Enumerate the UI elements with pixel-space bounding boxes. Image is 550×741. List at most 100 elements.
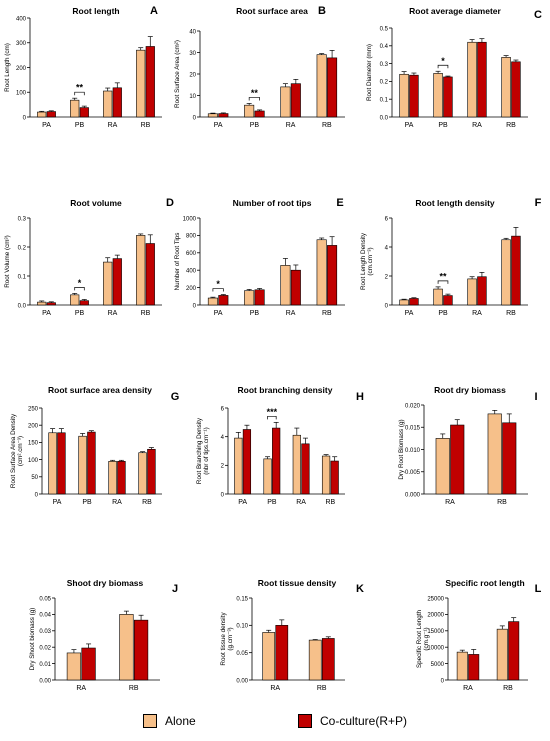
- panel-h: Root branching density H 0 2 4 6 Root Branchin…: [196, 385, 364, 506]
- y-axis-label: Dry Root Biomass (g): [398, 419, 405, 479]
- chart-title: Root surface area density: [48, 385, 152, 395]
- x-tick-label: PA: [42, 310, 51, 317]
- bar-alone-pb: [244, 104, 255, 118]
- bar-coculture-pa: [218, 295, 229, 306]
- bar-alone-pb: [78, 435, 87, 495]
- y-tick-label: 0.010: [405, 448, 421, 454]
- bar-coculture-rb: [502, 422, 517, 495]
- y-tick-label: 6: [221, 406, 225, 412]
- x-tick-label: PB: [438, 122, 448, 129]
- y-axis-label: Root Branching Density: [196, 417, 203, 484]
- bar-coculture-rb: [321, 638, 335, 681]
- x-tick-label: RB: [317, 685, 327, 692]
- y-axis-label: Root Surface Area (cm²): [174, 40, 181, 108]
- y-axis-label: Root Volume (cm³): [4, 235, 11, 288]
- bar-coculture-pb: [443, 295, 453, 306]
- panel-letter: A: [150, 5, 158, 17]
- x-tick-label: RB: [141, 122, 151, 129]
- x-tick-label: RB: [503, 685, 513, 692]
- y-tick-label: 200: [16, 66, 27, 72]
- y-tick-label: 10000: [427, 646, 444, 652]
- panel-d: Root volume D 0.0 0.1 0.2 0.3 Root Volume (cm³…: [4, 197, 174, 317]
- y-tick-label: 300: [16, 41, 27, 47]
- bar-coculture-rb: [145, 46, 155, 118]
- x-tick-label: RB: [326, 499, 336, 506]
- bar-coculture-pb: [79, 107, 89, 118]
- significance-bracket: [437, 280, 449, 284]
- y-axis-label: Root Length (cm): [4, 43, 11, 92]
- y-tick-label: 0: [35, 492, 39, 498]
- significance-marker: ***: [267, 407, 278, 417]
- x-tick-label: PA: [238, 499, 247, 506]
- y-axis-label: Specific Root Length: [416, 609, 423, 668]
- x-tick-label: RA: [445, 499, 455, 506]
- y-tick-label: 200: [28, 424, 39, 430]
- x-tick-label: PA: [214, 310, 223, 317]
- y-tick-label: 0.2: [18, 245, 27, 251]
- x-tick-label: PB: [438, 310, 448, 317]
- significance-bracket: [74, 287, 85, 291]
- bar-alone-rb: [487, 413, 502, 495]
- y-tick-label: 0.05: [236, 651, 248, 657]
- significance-marker: **: [76, 83, 84, 93]
- y-tick-label: 0.3: [380, 62, 389, 68]
- y-tick-label: 1000: [183, 216, 197, 222]
- y-tick-label: 0: [385, 303, 389, 309]
- panel-b: Root surface area B 0 10 20 30 40 Root Surface …: [174, 5, 345, 129]
- y-tick-label: 0.04: [39, 613, 51, 619]
- bar-coculture-rb: [327, 245, 338, 306]
- panel-c: Root average diameter C 0.0 0.1 0.2 0.3 0.4 0.5…: [366, 6, 542, 129]
- x-tick-label: PB: [267, 499, 277, 506]
- y-tick-label: 400: [16, 16, 27, 22]
- y-tick-label: 0.10: [236, 624, 248, 630]
- bar-coculture-pb: [79, 300, 89, 306]
- y-tick-label: 600: [186, 251, 197, 257]
- panel-letter: D: [166, 197, 174, 209]
- y-axis-label-units: (g.cm⁻³): [227, 627, 234, 650]
- significance-bracket: [267, 415, 277, 420]
- x-tick-label: RB: [141, 310, 151, 317]
- y-tick-label: 10: [189, 94, 196, 100]
- y-tick-label: 400: [186, 269, 197, 275]
- y-tick-label: 0.005: [405, 470, 421, 476]
- panel-letter: G: [171, 391, 180, 403]
- bar-alone-ra: [103, 90, 113, 118]
- legend-item-alone: Alone: [143, 714, 196, 728]
- significance-marker: *: [441, 56, 445, 66]
- bar-alone-rb: [138, 452, 147, 495]
- panel-j: Shoot dry biomass J 0.00 0.01 0.02 0.03 0.04 0.…: [29, 578, 178, 692]
- x-tick-label: RB: [129, 685, 139, 692]
- bar-coculture-pa: [409, 74, 419, 118]
- x-tick-label: RB: [322, 310, 332, 317]
- panel-letter: L: [535, 583, 542, 595]
- y-axis-label: Number of Root Tips: [174, 233, 181, 291]
- x-tick-label: PA: [405, 122, 414, 129]
- bar-alone-pa: [399, 73, 409, 118]
- panel-letter: K: [356, 583, 364, 595]
- y-tick-label: 2: [385, 274, 389, 280]
- bar-alone-rb: [308, 639, 322, 681]
- x-tick-label: RA: [76, 685, 86, 692]
- bar-alone-rb: [501, 239, 511, 306]
- x-tick-label: RB: [497, 499, 507, 506]
- bar-alone-pa: [37, 111, 47, 118]
- bar-alone-rb: [321, 455, 331, 495]
- bar-alone-ra: [435, 438, 450, 495]
- significance-bracket: [74, 91, 85, 96]
- significance-marker: *: [216, 279, 220, 289]
- bar-coculture-rb: [508, 621, 520, 681]
- legend-label-alone: Alone: [165, 714, 196, 728]
- chart-title: Number of root tips: [233, 198, 312, 208]
- bar-alone-rb: [501, 57, 511, 118]
- bar-coculture-ra: [290, 269, 301, 306]
- legend-swatch-coculture: [298, 714, 312, 728]
- x-tick-label: RA: [286, 122, 296, 129]
- bar-coculture-rb: [145, 243, 155, 306]
- bar-alone-ra: [103, 261, 113, 306]
- x-tick-label: PA: [42, 122, 51, 129]
- bar-alone-pa: [207, 113, 218, 118]
- bar-alone-pb: [433, 288, 443, 306]
- bar-coculture-pa: [46, 302, 56, 306]
- legend-swatch-alone: [143, 714, 157, 728]
- y-tick-label: 6: [385, 216, 389, 222]
